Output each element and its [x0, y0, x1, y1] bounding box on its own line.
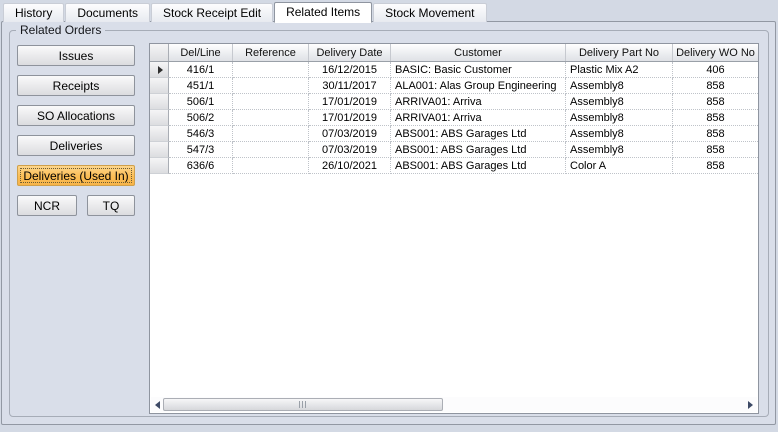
- cell-customer[interactable]: ABS001: ABS Garages Ltd: [391, 126, 566, 142]
- tab-related-items[interactable]: Related Items: [274, 2, 373, 23]
- cell-reference[interactable]: [233, 78, 309, 94]
- row-header-cell[interactable]: [150, 158, 169, 174]
- tab-history[interactable]: History: [3, 3, 65, 22]
- cell-reference[interactable]: [233, 62, 309, 78]
- cell-delivery-part-no[interactable]: Plastic Mix A2: [566, 62, 673, 78]
- cell-delivery-date[interactable]: 07/03/2019: [309, 142, 391, 158]
- table-row[interactable]: 451/1 30/11/2017 ALA001: Alas Group Engine…: [150, 78, 758, 94]
- table-row[interactable]: 546/3 07/03/2019 ABS001: ABS Garages Ltd As…: [150, 126, 758, 142]
- cell-del-line[interactable]: 506/2: [169, 110, 233, 126]
- column-header-reference[interactable]: Reference: [233, 44, 309, 61]
- scroll-left-button[interactable]: [151, 397, 164, 412]
- button-tq[interactable]: TQ: [87, 195, 135, 216]
- column-header-delivery-wo-no[interactable]: Delivery WO No: [676, 46, 755, 59]
- cell-delivery-wo-no[interactable]: 858: [673, 158, 758, 174]
- table-row[interactable]: 506/2 17/01/2019 ARRIVA01: Arriva Assembly8…: [150, 110, 758, 126]
- cell-reference[interactable]: [233, 142, 309, 158]
- cell-reference[interactable]: [233, 110, 309, 126]
- button-so-allocations[interactable]: SO Allocations: [17, 105, 135, 126]
- cell-delivery-wo-no[interactable]: 858: [673, 126, 758, 142]
- column-header-delivery-part-no[interactable]: Delivery Part No: [566, 44, 673, 61]
- related-order-buttons: Issues Receipts SO Allocations Deliveries De…: [17, 45, 135, 195]
- row-header-cell[interactable]: [150, 62, 169, 78]
- grid-header-row: Del/Line Reference Delivery Date Customer De…: [150, 44, 758, 62]
- cell-del-line[interactable]: 546/3: [169, 126, 233, 142]
- button-receipts[interactable]: Receipts: [17, 75, 135, 96]
- cell-delivery-part-no[interactable]: Assembly8: [566, 142, 673, 158]
- cell-delivery-date[interactable]: 30/11/2017: [309, 78, 391, 94]
- scrollbar-thumb[interactable]: [163, 398, 443, 411]
- tab-stock-movement[interactable]: Stock Movement: [373, 3, 487, 22]
- scroll-right-button[interactable]: [744, 397, 757, 412]
- row-header-cell[interactable]: [150, 94, 169, 110]
- column-header-customer[interactable]: Customer: [391, 44, 566, 61]
- column-header-del-line[interactable]: Del/Line: [169, 44, 233, 61]
- table-row[interactable]: 416/1 16/12/2015 BASIC: Basic Customer Plas…: [150, 62, 758, 78]
- cell-customer[interactable]: ABS001: ABS Garages Ltd: [391, 142, 566, 158]
- cell-reference[interactable]: [233, 126, 309, 142]
- cell-del-line[interactable]: 547/3: [169, 142, 233, 158]
- cell-customer[interactable]: ALA001: Alas Group Engineering: [391, 78, 566, 94]
- scroll-left-icon: [155, 400, 160, 409]
- cell-delivery-wo-no[interactable]: 858: [673, 78, 758, 94]
- cell-del-line[interactable]: 506/1: [169, 94, 233, 110]
- cell-delivery-date[interactable]: 17/01/2019: [309, 110, 391, 126]
- button-deliveries-used-in[interactable]: Deliveries (Used In): [17, 165, 135, 186]
- cell-delivery-wo-no[interactable]: 858: [673, 142, 758, 158]
- column-header-delivery-date[interactable]: Delivery Date: [309, 44, 391, 61]
- scrollbar-grip-icon: [299, 401, 307, 408]
- cell-del-line[interactable]: 636/6: [169, 158, 233, 174]
- row-header-cell[interactable]: [150, 142, 169, 158]
- tab-stock-receipt-edit[interactable]: Stock Receipt Edit: [151, 3, 274, 22]
- cell-delivery-date[interactable]: 26/10/2021: [309, 158, 391, 174]
- row-header-cell[interactable]: [150, 110, 169, 126]
- table-row[interactable]: 547/3 07/03/2019 ABS001: ABS Garages Ltd As…: [150, 142, 758, 158]
- scroll-right-icon: [748, 400, 753, 409]
- ncr-tq-buttons: NCR TQ: [17, 195, 135, 216]
- row-header-cell[interactable]: [150, 78, 169, 94]
- cell-delivery-part-no[interactable]: Color A: [566, 158, 673, 174]
- cell-delivery-part-no[interactable]: Assembly8: [566, 126, 673, 142]
- tab-documents[interactable]: Documents: [65, 3, 151, 22]
- cell-reference[interactable]: [233, 94, 309, 110]
- row-header-corner[interactable]: [150, 44, 169, 61]
- related-items-grid: Del/Line Reference Delivery Date Customer De…: [149, 43, 759, 414]
- cell-delivery-wo-no[interactable]: 858: [673, 110, 758, 126]
- table-row[interactable]: 636/6 26/10/2021 ABS001: ABS Garages Ltd Co…: [150, 158, 758, 174]
- button-deliveries[interactable]: Deliveries: [17, 135, 135, 156]
- cell-delivery-date[interactable]: 16/12/2015: [309, 62, 391, 78]
- current-row-arrow-icon: [157, 65, 163, 74]
- tab-bar: History Documents Stock Receipt Edit Relate…: [3, 1, 488, 23]
- cell-customer[interactable]: BASIC: Basic Customer: [391, 62, 566, 78]
- button-issues[interactable]: Issues: [17, 45, 135, 66]
- grid-body: 416/1 16/12/2015 BASIC: Basic Customer Plas…: [150, 62, 758, 174]
- cell-customer[interactable]: ABS001: ABS Garages Ltd: [391, 158, 566, 174]
- horizontal-scrollbar[interactable]: [151, 397, 757, 412]
- group-label: Related Orders: [16, 23, 106, 37]
- row-header-cell[interactable]: [150, 126, 169, 142]
- cell-delivery-date[interactable]: 07/03/2019: [309, 126, 391, 142]
- related-orders-group: Related Orders Issues Receipts SO Allocati…: [9, 23, 769, 417]
- cell-del-line[interactable]: 451/1: [169, 78, 233, 94]
- cell-delivery-part-no[interactable]: Assembly8: [566, 94, 673, 110]
- cell-delivery-date[interactable]: 17/01/2019: [309, 94, 391, 110]
- cell-reference[interactable]: [233, 158, 309, 174]
- cell-delivery-part-no[interactable]: Assembly8: [566, 78, 673, 94]
- cell-delivery-wo-no[interactable]: 858: [673, 94, 758, 110]
- button-ncr[interactable]: NCR: [17, 195, 77, 216]
- tab-page-related-items: Related Orders Issues Receipts SO Allocati…: [1, 21, 776, 425]
- cell-del-line[interactable]: 416/1: [169, 62, 233, 78]
- table-row[interactable]: 506/1 17/01/2019 ARRIVA01: Arriva Assembly8…: [150, 94, 758, 110]
- cell-delivery-part-no[interactable]: Assembly8: [566, 110, 673, 126]
- cell-customer[interactable]: ARRIVA01: Arriva: [391, 94, 566, 110]
- cell-customer[interactable]: ARRIVA01: Arriva: [391, 110, 566, 126]
- cell-delivery-wo-no[interactable]: 406: [673, 62, 758, 78]
